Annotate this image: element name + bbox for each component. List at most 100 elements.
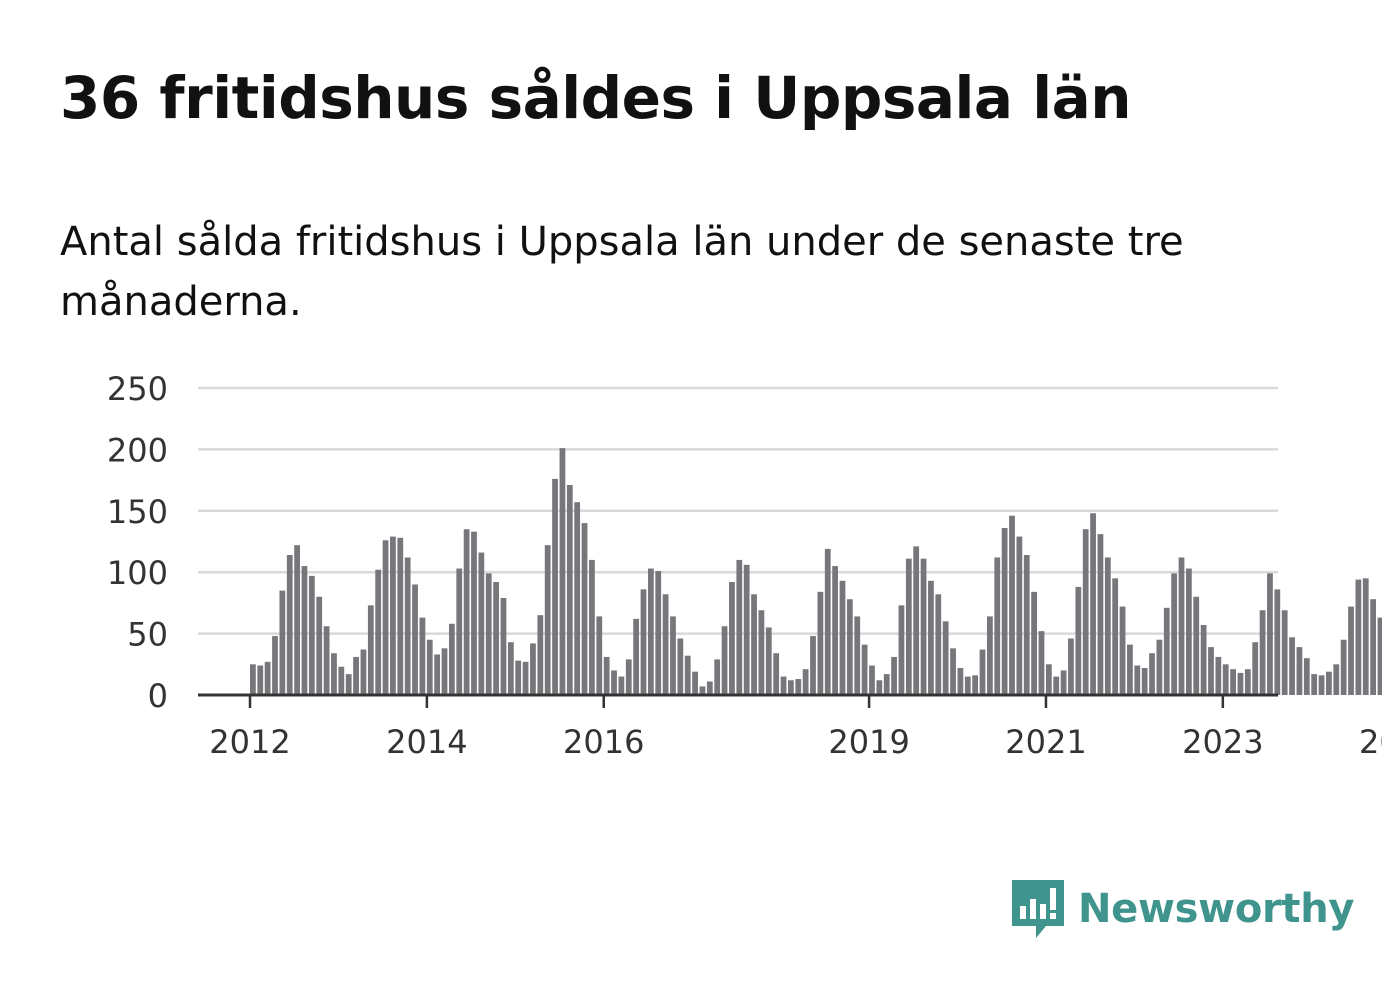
bar — [1149, 653, 1155, 695]
bar — [441, 648, 448, 695]
bar — [1244, 669, 1251, 695]
bar — [426, 639, 433, 695]
bar — [942, 621, 949, 695]
bar — [618, 676, 625, 695]
bar — [979, 649, 986, 695]
chart-subtitle: Antal sålda fritidshus i Uppsala län und… — [60, 219, 1184, 325]
bar — [589, 559, 595, 695]
bar — [765, 627, 772, 695]
bar — [1009, 515, 1015, 695]
bar — [662, 594, 669, 695]
bar — [390, 536, 396, 695]
bar — [611, 670, 617, 695]
bar — [294, 545, 300, 695]
bar — [1274, 589, 1281, 695]
bar — [633, 618, 640, 695]
bar — [530, 643, 536, 695]
bar — [308, 575, 315, 695]
bar — [1141, 667, 1148, 695]
bar — [913, 546, 920, 695]
bar — [950, 648, 956, 695]
bar — [360, 649, 367, 695]
bar — [957, 667, 964, 695]
bar — [574, 502, 581, 695]
bar — [1215, 656, 1222, 695]
bar — [699, 686, 706, 695]
labels: 0501001502002503620122014201620192021202… — [107, 370, 1382, 761]
bar — [1208, 647, 1214, 695]
bar — [1362, 578, 1369, 695]
bar — [677, 638, 684, 695]
newsworthy-logo-icon — [1012, 880, 1064, 938]
bar — [647, 568, 654, 695]
bar — [1023, 555, 1030, 695]
bar — [1267, 573, 1273, 695]
bar — [994, 557, 1001, 695]
bar — [596, 616, 603, 695]
bar — [471, 531, 477, 695]
bar — [773, 653, 780, 695]
bar — [1075, 586, 1082, 695]
bar — [500, 597, 507, 695]
bar — [795, 679, 802, 695]
bar — [412, 584, 418, 695]
bar — [839, 580, 846, 695]
bar — [544, 545, 551, 695]
bar — [1259, 610, 1266, 695]
bar — [375, 569, 382, 695]
bar — [1222, 664, 1229, 695]
bar — [485, 573, 492, 695]
bar — [537, 615, 544, 695]
bar — [1333, 664, 1340, 695]
bar — [729, 582, 735, 695]
bar — [1053, 676, 1060, 695]
bar — [743, 564, 750, 695]
x-tick-label-2016: 2016 — [563, 723, 644, 761]
y-tick-label-0: 0 — [148, 677, 168, 715]
x-tick-label-2012: 2012 — [209, 723, 290, 761]
bar — [1001, 527, 1008, 695]
bar — [655, 570, 662, 695]
bar — [301, 566, 308, 695]
bar — [1104, 557, 1111, 695]
bar — [1377, 617, 1382, 695]
brand-name: Newsworthy — [1078, 886, 1355, 932]
y-tick-label-150: 150 — [107, 493, 168, 531]
bar — [987, 616, 993, 695]
bar — [817, 591, 824, 695]
bar — [780, 676, 787, 695]
bar — [1031, 591, 1037, 695]
bar — [1340, 639, 1347, 695]
bar — [1303, 658, 1310, 695]
bar — [670, 616, 676, 695]
bar — [1237, 672, 1244, 695]
bar — [1038, 631, 1045, 695]
bar — [758, 610, 765, 695]
bar — [714, 659, 721, 695]
bar — [338, 666, 345, 695]
bar — [920, 558, 927, 695]
bar — [935, 594, 942, 695]
bar — [316, 596, 323, 695]
bar — [397, 537, 404, 695]
bar — [736, 559, 743, 695]
bar — [264, 661, 271, 695]
bar — [928, 580, 934, 695]
bar — [552, 478, 558, 695]
bar — [367, 605, 374, 695]
bar — [331, 653, 337, 695]
bar — [559, 448, 566, 695]
bar — [1134, 665, 1141, 695]
bar — [507, 642, 514, 695]
bar — [692, 671, 698, 695]
x-tick-label-2025: 2025 — [1359, 723, 1382, 761]
bar — [1281, 610, 1288, 695]
bar — [905, 558, 912, 695]
bar — [1178, 557, 1185, 695]
bar — [846, 599, 853, 695]
bar — [345, 674, 352, 695]
bar — [854, 616, 861, 695]
x-tick-label-2014: 2014 — [386, 723, 467, 761]
bar — [1156, 639, 1163, 695]
bar — [515, 660, 522, 695]
